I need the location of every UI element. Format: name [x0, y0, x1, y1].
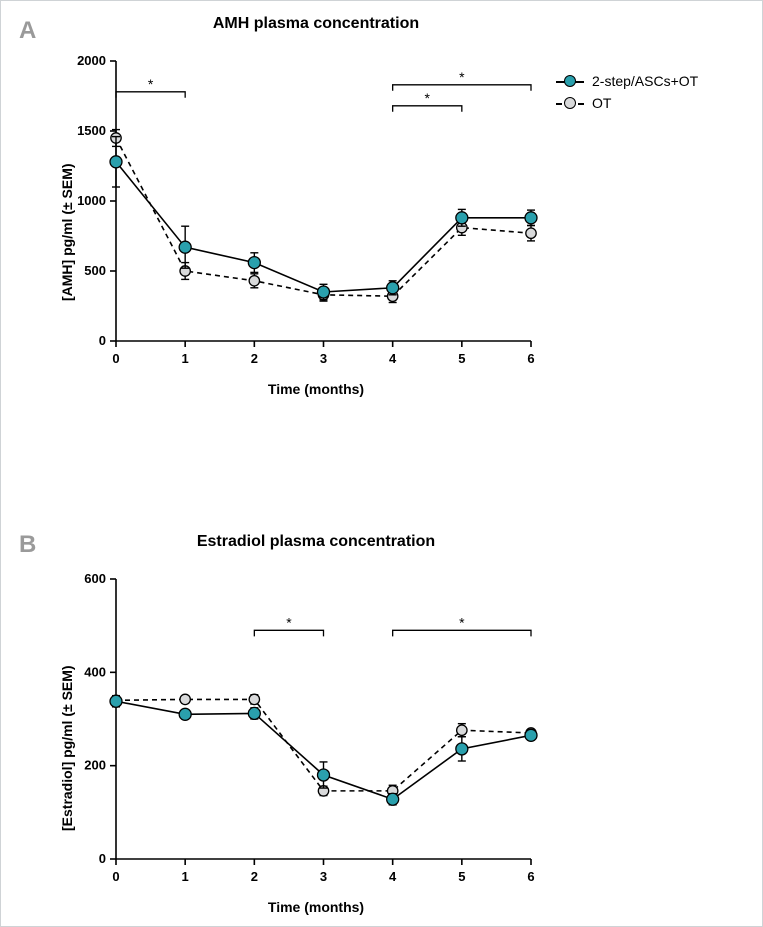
svg-text:200: 200: [84, 758, 106, 773]
svg-text:*: *: [459, 614, 465, 630]
svg-text:*: *: [425, 90, 431, 106]
svg-text:4: 4: [389, 869, 397, 884]
svg-text:0: 0: [112, 351, 119, 366]
legend: 2-step/ASCs+OT OT: [556, 73, 698, 117]
svg-text:2: 2: [251, 869, 258, 884]
svg-text:3: 3: [320, 351, 327, 366]
svg-text:5: 5: [458, 351, 465, 366]
svg-text:4: 4: [389, 351, 397, 366]
panel-b-label: B: [19, 531, 36, 559]
svg-text:*: *: [286, 614, 292, 630]
svg-text:6: 6: [527, 351, 534, 366]
svg-text:3: 3: [320, 869, 327, 884]
svg-text:1500: 1500: [77, 123, 106, 138]
svg-text:600: 600: [84, 571, 106, 586]
svg-text:*: *: [148, 76, 154, 92]
svg-text:*: *: [459, 69, 465, 85]
svg-text:0: 0: [112, 869, 119, 884]
panel-b-title: Estradiol plasma concentration: [116, 533, 516, 551]
svg-text:2: 2: [251, 351, 258, 366]
panel-a-title: AMH plasma concentration: [116, 15, 516, 33]
legend-item-2: OT: [556, 95, 698, 111]
svg-text:1: 1: [182, 351, 189, 366]
legend-label-2: OT: [592, 95, 611, 111]
panel-a-label: A: [19, 17, 36, 45]
panel-b-chart: 0 200 400 600 0 1 2 3 4 5 6 * *: [61, 559, 561, 899]
legend-label-1: 2-step/ASCs+OT: [592, 73, 698, 89]
svg-text:1: 1: [182, 869, 189, 884]
svg-text:5: 5: [458, 869, 465, 884]
panel-b-xlabel: Time (months): [116, 899, 516, 915]
legend-item-1: 2-step/ASCs+OT: [556, 73, 698, 89]
panel-a-xlabel: Time (months): [116, 381, 516, 397]
panel-a-chart: 0 500 1000 1500 2000 0 1 2 3 4 5 6 * * *: [61, 41, 561, 381]
figure-frame: A B AMH plasma concentration Estradiol p…: [0, 0, 763, 927]
svg-text:0: 0: [99, 851, 106, 866]
svg-text:400: 400: [84, 664, 106, 679]
svg-text:0: 0: [99, 333, 106, 348]
svg-text:6: 6: [527, 869, 534, 884]
svg-text:2000: 2000: [77, 53, 106, 68]
svg-text:1000: 1000: [77, 193, 106, 208]
svg-text:500: 500: [84, 263, 106, 278]
